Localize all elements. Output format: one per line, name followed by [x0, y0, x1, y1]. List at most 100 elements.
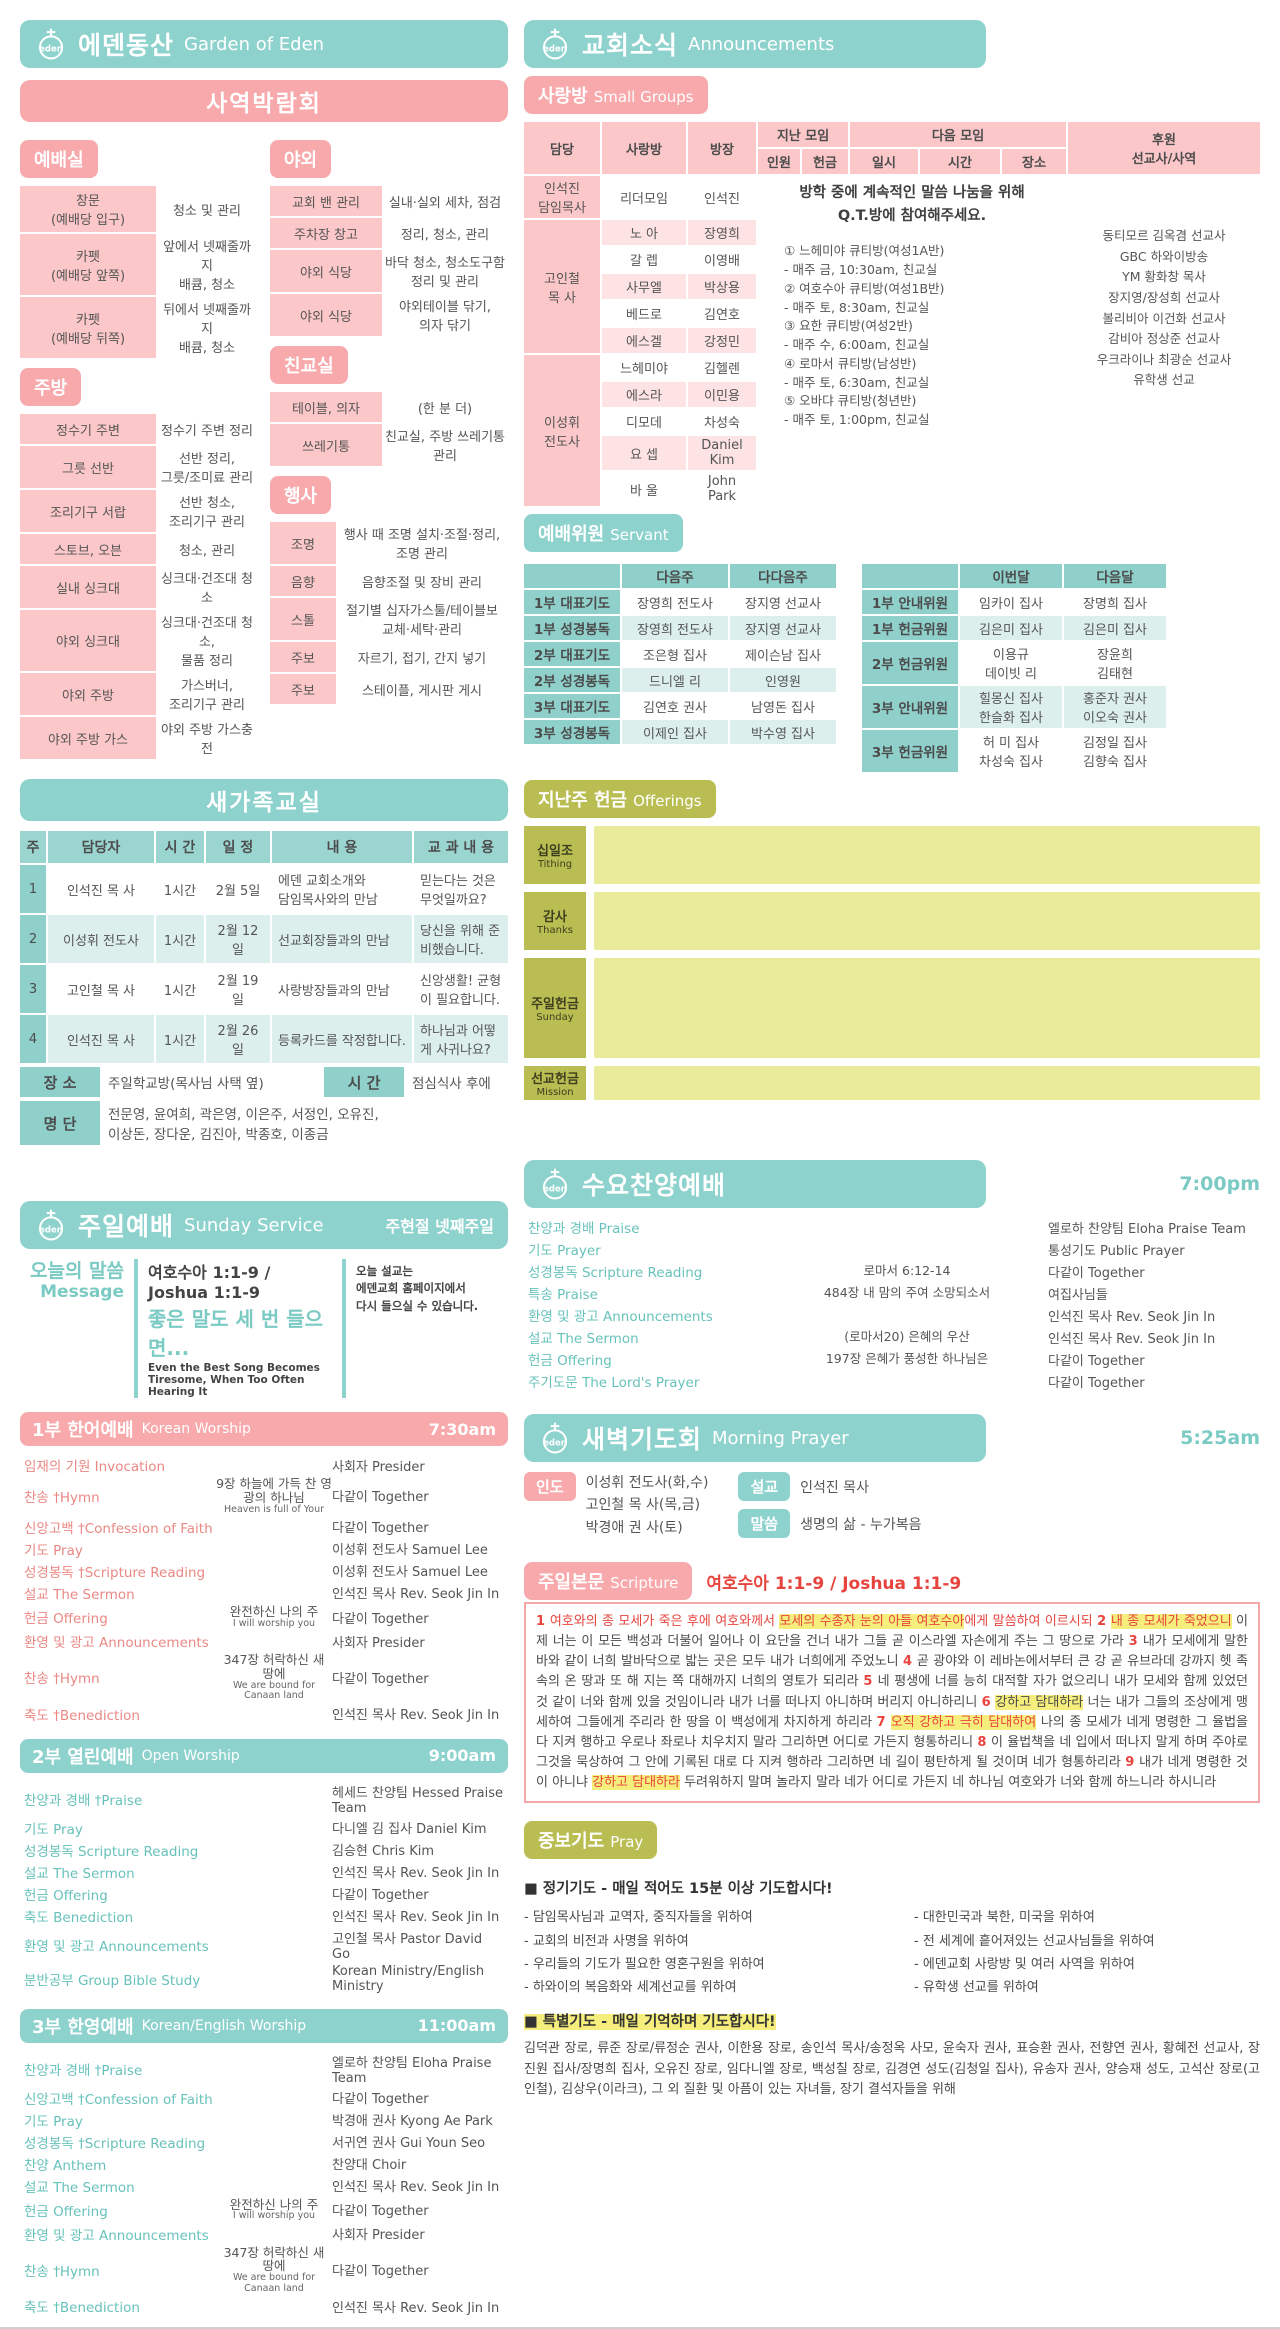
- sermon-title: 좋은 말도 세 번 들으면...: [148, 1307, 324, 1360]
- worship-leader: 여집사님들: [1048, 1287, 1108, 1303]
- order-of-worship-row: 찬양과 경배 †Praise 헤세드 찬양팀 Hessed Praise Team: [20, 1781, 508, 1817]
- group-host-cell: John Park: [707, 474, 737, 504]
- scripture-segment: 내가 네게 명령한 것이 아니냐: [536, 1754, 1249, 1791]
- teacher-cell: 인석진 목 사: [48, 865, 154, 913]
- offerings-rows: 십일조 Tithing 감사 Thanks 주일헌금 Sunday 선교헌금 Mission: [524, 826, 1260, 1100]
- servant-role: 2부 성경봉독: [524, 668, 620, 692]
- worship-leader: 엘로하 찬양팀 Eloha Praise Team: [332, 2055, 492, 2086]
- missionary-line: 장지영/장성희 선교사: [1108, 289, 1220, 305]
- servant-role: 2부 헌금위원: [862, 642, 958, 684]
- leader-cell: 고인철 목 사: [524, 220, 600, 353]
- order-of-worship-row: 축도 †Benediction 인석진 목사 Rev. Seok Jin In: [20, 2295, 508, 2317]
- offerings-tag-en: Offerings: [633, 792, 702, 810]
- offering-amount-box: [594, 892, 1260, 950]
- prayer-item: - 하와이의 복음화와 세계선교를 위하여: [524, 1980, 737, 1996]
- worship-leader: 다같이 Together: [332, 1888, 429, 1903]
- group-name-cell: 에스라: [602, 382, 686, 407]
- divider: [342, 1259, 346, 1398]
- new-family-roster-row: 명 단 전문영, 윤여희, 곽은영, 이은주, 서정인, 오유진, 이상돈, 장…: [20, 1101, 508, 1145]
- worship-leader: 고인철 목사 Pastor David Go: [332, 1931, 483, 1962]
- order-of-worship-row: 환영 및 광고 Announcements 사회자 Presider: [20, 1630, 508, 1652]
- fair-task-desc: 야외테이블 닦기, 의자 닦기: [399, 300, 491, 334]
- announcements-title: 교회소식: [582, 31, 679, 60]
- scripture-segment: 8: [977, 1734, 992, 1750]
- scripture-segment: 1: [536, 1614, 550, 1629]
- offering-label-en: Tithing: [537, 859, 573, 870]
- fair-task-desc: 뒤에서 넷째줄까지 배큠, 청소: [163, 303, 251, 356]
- fair-group: 친교실 테이블, 의자 (한 분 더) 쓰레기통 친교실, 주방 쓰레기통 관리: [270, 338, 508, 466]
- service-title: 2부 열린예배: [32, 1746, 134, 1768]
- worship-service-section: 2부 열린예배 Open Worship 9:00am 찬양과 경배 †Praise 헤…: [20, 1738, 508, 1995]
- service-banner: 3부 한영예배 Korean/English Worship 11:00am: [20, 2008, 508, 2043]
- small-groups-middle: 지난 모임 다음 모임 인원 헌금 일시 시간 장소 방학 중에 계속적인 말씀 나눔을 위…: [758, 122, 1066, 506]
- worship-item: 신앙고백 †Confession of Faith: [24, 2091, 213, 2108]
- small-groups-tag-en: Small Groups: [593, 88, 694, 106]
- column-header: 시 간: [156, 831, 204, 863]
- svg-text:eden: eden: [39, 45, 63, 55]
- servant-role: 1부 성경봉독: [524, 616, 620, 640]
- group-host-cell: 김연호: [704, 308, 740, 323]
- servant-role: 1부 헌금위원: [862, 616, 958, 640]
- qt-room-line: - 매주 토, 6:30am, 친교실: [784, 374, 930, 390]
- worship-item: 성경봉독 Scripture Reading: [24, 1843, 199, 1860]
- order-of-worship-row: 찬양과 경배 †Praise 엘로하 찬양팀 Eloha Praise Team: [20, 2051, 508, 2087]
- servant-month-table: 이번달 다음달 1부 안내위원 임카이 집사 장명희 집사 1부 헌금위원 김은미 집사 김은…: [862, 564, 1166, 772]
- qt-room-line: ① 느헤미야 큐티방(여성1A반): [784, 243, 945, 259]
- order-of-worship-row: 설교 The Sermon 인석진 목사 Rev. Seok Jin In: [20, 1582, 508, 1604]
- servant-role: 1부 안내위원: [862, 590, 958, 614]
- servant-name: 이용규 데이빗 리: [960, 642, 1062, 684]
- week-number: 1: [20, 865, 46, 913]
- worship-item: 헌금 Offering: [24, 2203, 108, 2220]
- worship-item: 환영 및 광고 Announcements: [24, 1635, 209, 1652]
- eden-logo-icon: eden: [542, 1168, 568, 1200]
- message-block: 오늘의 말씀 Message 여호수아 1:1-9 / Joshua 1:1-9…: [20, 1259, 508, 1398]
- fair-task-desc: 자르기, 접기, 간지 넣기: [357, 651, 487, 667]
- group-host-cell: 강정민: [688, 328, 756, 353]
- fair-row: 창문 (예배당 입구) 청소 및 관리: [20, 186, 258, 232]
- worship-leader: 김승현 Chris Kim: [332, 1844, 434, 1859]
- date-cell: 2월 26일: [206, 1015, 270, 1063]
- liturgical-note: 주현절 넷째주일: [385, 1217, 494, 1236]
- qt-room-line: - 매주 토, 1:00pm, 친교실: [784, 412, 930, 428]
- message-label: 오늘의 말씀 Message: [20, 1259, 124, 1398]
- wednesday-row: 헌금 Offering 197장 은혜가 풍성한 하나님은 다같이 Together: [524, 1348, 1260, 1370]
- wednesday-row: 환영 및 광고 Announcements 인석진 목사 Rev. Seok Ji…: [524, 1304, 1260, 1326]
- fair-task-desc: 스테이플, 게시판 게시: [361, 683, 483, 699]
- scripture-segment: 모세의 수종자 눈의 아들 여호수아: [779, 1614, 965, 1629]
- servant-role: 2부 대표기도: [524, 642, 620, 666]
- worship-leader: 인석진 목사 Rev. Seok Jin In: [332, 1866, 500, 1881]
- worship-leader: Korean Ministry/English Ministry: [332, 1963, 485, 1994]
- fair-task-desc: 바닥 청소, 청소도구함 정리 및 관리: [384, 256, 506, 290]
- word-label: 말씀: [738, 1509, 791, 1538]
- hymn-title-en: We are bound for Canaan land: [232, 2272, 316, 2294]
- scripture-segment: 이 율법책을 네 입에서 떠나지 말게 하며 주야로 그것을 묵상하여 그 안에…: [536, 1734, 1248, 1770]
- regular-prayer-left: - 담임목사님과 교역자, 중직자들을 위하여 - 교회의 비전과 사명을 위하여…: [524, 1906, 914, 2000]
- group-name-cell: 느헤미야: [620, 362, 668, 377]
- wednesday-row: 특송 Praise 484장 내 맘의 주여 소망되소서 여집사님들: [524, 1282, 1260, 1304]
- worship-item: 찬양과 경배 †Praise: [24, 1792, 143, 1809]
- order-of-worship-row: 찬양 Anthem 찬양대 Choir: [20, 2153, 508, 2175]
- intercession-tag: 중보기도 Pray: [524, 1821, 658, 1860]
- worship-item: 찬송 †Hymn: [24, 2263, 100, 2280]
- fair-group-tag: 예배실: [20, 140, 98, 178]
- servant-name: 김은미 집사: [1064, 616, 1166, 640]
- fair-task-desc: 앞에서 넷째줄까지 배큠, 청소: [163, 240, 251, 293]
- content-cell: 사랑방장들과의 만남: [272, 965, 412, 1013]
- small-groups-header-bangjang: 방장: [688, 122, 756, 174]
- lead-label: 인도: [524, 1472, 576, 1501]
- lead-name-line: 이성휘 전도사(화,수): [585, 1475, 709, 1491]
- worship-item: 신앙고백 †Confession of Faith: [24, 1520, 213, 1537]
- servant-name: 장영희 전도사: [622, 616, 728, 640]
- header-next-meeting: 다음 모임: [850, 122, 1066, 147]
- scripture-segment: 내 종 모세가 죽었으니: [1110, 1614, 1232, 1629]
- message-scripture-ref: 여호수아 1:1-9 / Joshua 1:1-9: [148, 1263, 271, 1302]
- fair-task-desc: 실내·실외 세차, 점검: [388, 195, 502, 211]
- hymn-title: 347장 허락하신 새 땅에: [223, 1652, 325, 1681]
- morning-prayer-header-row: eden 새벽기도회 Morning Prayer 5:25am: [524, 1414, 1260, 1462]
- offering-label: 선교헌금 Mission: [524, 1066, 586, 1100]
- group-host-cell: 장영희: [688, 220, 756, 245]
- scripture-segment: 강하고 담대하라: [592, 1775, 680, 1791]
- worship-leader: 사회자 Presider: [332, 2228, 425, 2244]
- missionary-list: 동티모르 김옥겸 선교사 GBC 하와이방송 YM 황화창 목사 장지영/장성희 선교…: [1068, 174, 1260, 391]
